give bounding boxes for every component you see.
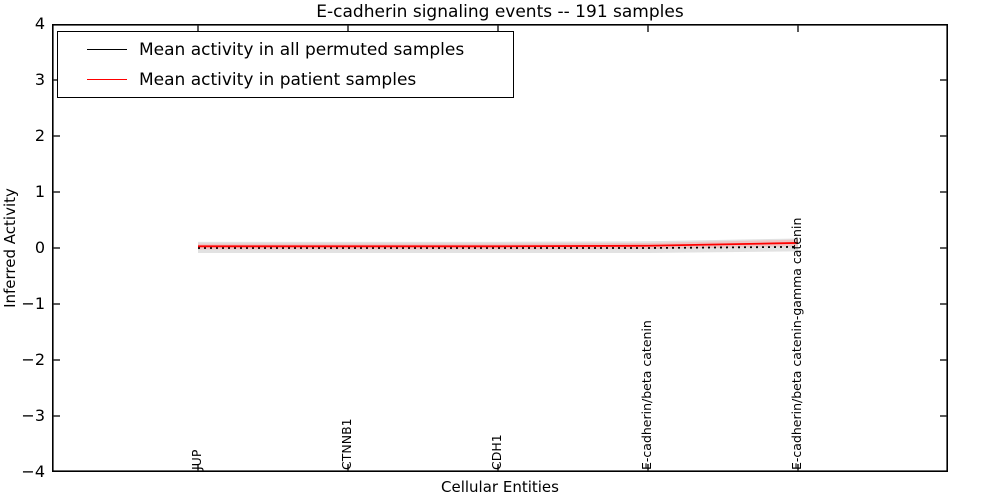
legend-label-patient-samples: Mean activity in patient samples (139, 69, 417, 90)
x-axis-label: Cellular Entities (441, 478, 559, 496)
y-tick-label: −2 (21, 350, 45, 369)
legend-line-sample-red (87, 79, 127, 80)
y-axis-label: Inferred Activity (1, 188, 19, 308)
legend-label-permuted-samples: Mean activity in all permuted samples (139, 39, 465, 60)
legend-item-patient-samples: Mean activity in patient samples (58, 65, 513, 95)
x-category-label: CDH1 (489, 434, 504, 470)
x-category-label: CTNNB1 (339, 418, 354, 470)
chart-title: E-cadherin signaling events -- 191 sampl… (316, 2, 684, 22)
plot-frame (52, 24, 948, 472)
y-tick-label: 3 (34, 70, 45, 89)
x-category-label: E-cadherin/beta catenin-gamma catenin (789, 217, 804, 470)
y-tick-label: −4 (21, 462, 45, 481)
legend: Mean activity in all permuted samples Me… (57, 31, 514, 98)
y-tick-label: 2 (34, 126, 45, 145)
y-tick-label: 4 (34, 14, 45, 33)
plot-canvas (52, 24, 948, 472)
x-category-label: JUP (189, 449, 204, 470)
x-category-label: E-cadherin/beta catenin (639, 320, 654, 470)
y-tick-label: 0 (34, 238, 45, 257)
y-tick-label: −1 (21, 294, 45, 313)
y-tick-label: 1 (34, 182, 45, 201)
legend-item-permuted-samples: Mean activity in all permuted samples (58, 35, 513, 65)
series-line-patient (198, 242, 799, 248)
series-line-permuted (198, 245, 799, 249)
y-tick-label: −3 (21, 406, 45, 425)
legend-line-sample-black (87, 49, 127, 50)
plot-area (52, 24, 948, 472)
